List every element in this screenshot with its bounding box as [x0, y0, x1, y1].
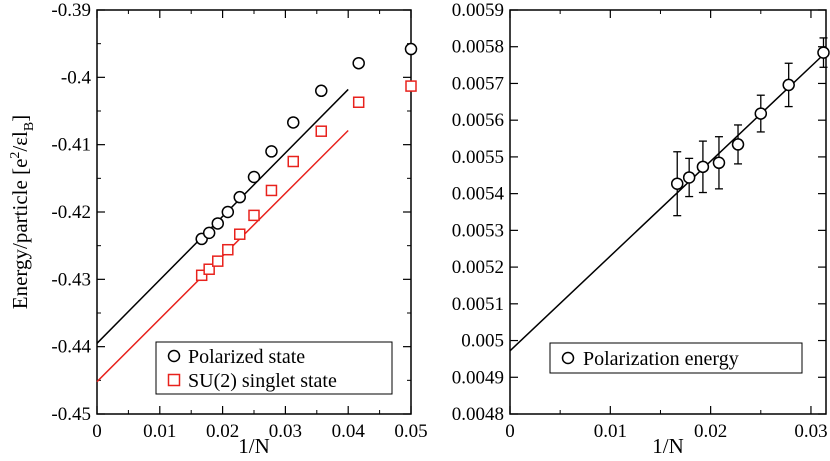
left-legend-box	[155, 341, 393, 395]
y-tick-label: -0.42	[51, 202, 91, 223]
fit-line-0	[96, 88, 349, 344]
x-tick-label: 0	[92, 421, 102, 442]
data-point-circle	[404, 42, 418, 56]
data-point-square	[287, 155, 299, 168]
data-point-square	[195, 269, 208, 282]
data-point-circle	[265, 145, 278, 158]
data-point-circle	[696, 160, 710, 174]
data-point-circle	[315, 84, 328, 98]
x-tick-label: 0.02	[206, 421, 239, 442]
y-tick-label: 0.0055	[452, 147, 504, 168]
legend-marker-polarization-energy	[561, 351, 575, 365]
legend-label-polarization-energy: Polarization energy	[583, 348, 739, 370]
y-tick-label: 0.0049	[452, 367, 504, 388]
y-tick-label: 0.0048	[452, 404, 504, 425]
y-tick-label: 0.0054	[452, 184, 505, 205]
y-tick-label: -0.45	[51, 404, 91, 425]
data-point-circle	[712, 156, 726, 170]
data-point-circle	[352, 56, 365, 70]
y-tick-label: -0.39	[51, 0, 91, 21]
data-point-square	[222, 243, 234, 256]
data-point-circle	[754, 107, 768, 120]
left-axis-ticks: 0 0.01 0.02 0.03 0.04 0.05 -0.45 -0.44 -0.43 -0.4…	[51, 0, 427, 442]
left-data-markers	[195, 42, 418, 282]
y-tick-label: 0.0059	[452, 0, 504, 21]
fit-line-0	[509, 51, 827, 352]
data-point-circle	[202, 226, 216, 240]
x-tick-label: 0.02	[694, 421, 727, 442]
y-tick-label: 0.0057	[452, 73, 504, 94]
y-tick-label: 0.0052	[452, 257, 504, 278]
right-x-axis-label: 1/N	[652, 434, 684, 458]
legend-label-polarized: Polarized state	[188, 346, 305, 368]
left-legend: Polarized state SU(2) singlet state	[155, 341, 393, 395]
x-tick-label: 0.04	[332, 421, 366, 442]
y-tick-label: -0.4	[61, 67, 92, 88]
data-point-circle	[670, 177, 684, 190]
y-tick-label: 0.0051	[452, 294, 504, 315]
right-axis-ticks: 0 0.01 0.02 0.03 0.0048 0.0049 0.005 0.0051 0.00…	[452, 0, 828, 442]
left-chart: 0 0.01 0.02 0.03 0.04 0.05 -0.45 -0.44 -0.43 -0.4…	[8, 0, 428, 458]
legend-marker-polarized	[167, 349, 181, 363]
data-point-square	[352, 96, 365, 108]
x-tick-label: 0.03	[269, 421, 302, 442]
y-tick-label: 0.0053	[452, 220, 504, 241]
right-legend-box	[549, 342, 803, 374]
data-point-square	[203, 263, 215, 275]
y-tick-label: 0.0058	[452, 37, 504, 58]
right-data-markers	[670, 46, 830, 190]
left-y-axis-label: Energy/particle [e2/εlB]	[8, 115, 37, 309]
right-fit-lines	[509, 51, 827, 352]
x-tick-label: 0.05	[394, 421, 427, 442]
left-x-axis-label: 1/N	[238, 434, 270, 458]
right-legend: Polarization energy	[549, 342, 803, 374]
legend-label-singlet: SU(2) singlet state	[188, 370, 337, 392]
data-point-circle	[817, 46, 830, 59]
right-chart: 0 0.01 0.02 0.03 0.0048 0.0049 0.005 0.0051 0.00…	[452, 0, 830, 458]
data-point-circle	[731, 138, 745, 151]
data-point-square	[315, 125, 328, 137]
data-point-square	[405, 80, 417, 92]
data-point-circle	[233, 190, 246, 204]
y-tick-label: 0.0056	[452, 110, 504, 131]
data-point-circle	[221, 205, 235, 219]
x-tick-label: 0.01	[594, 421, 627, 442]
data-point-circle	[247, 170, 261, 184]
x-tick-label: 0	[505, 421, 515, 442]
y-tick-label: 0.005	[461, 331, 504, 352]
y-tick-label: -0.41	[51, 135, 91, 156]
data-point-square	[233, 228, 246, 240]
data-point-circle	[287, 116, 300, 129]
y-tick-label: -0.43	[51, 269, 91, 290]
y-tick-label: -0.44	[51, 337, 91, 358]
data-point-circle	[682, 171, 696, 184]
data-point-square	[265, 184, 278, 197]
legend-marker-singlet	[167, 373, 181, 387]
x-tick-label: 0.03	[794, 421, 827, 442]
data-point-square	[212, 255, 224, 267]
data-point-square	[248, 209, 260, 222]
data-point-circle	[211, 217, 225, 230]
data-point-circle	[782, 78, 795, 92]
x-tick-label: 0.01	[143, 421, 176, 442]
